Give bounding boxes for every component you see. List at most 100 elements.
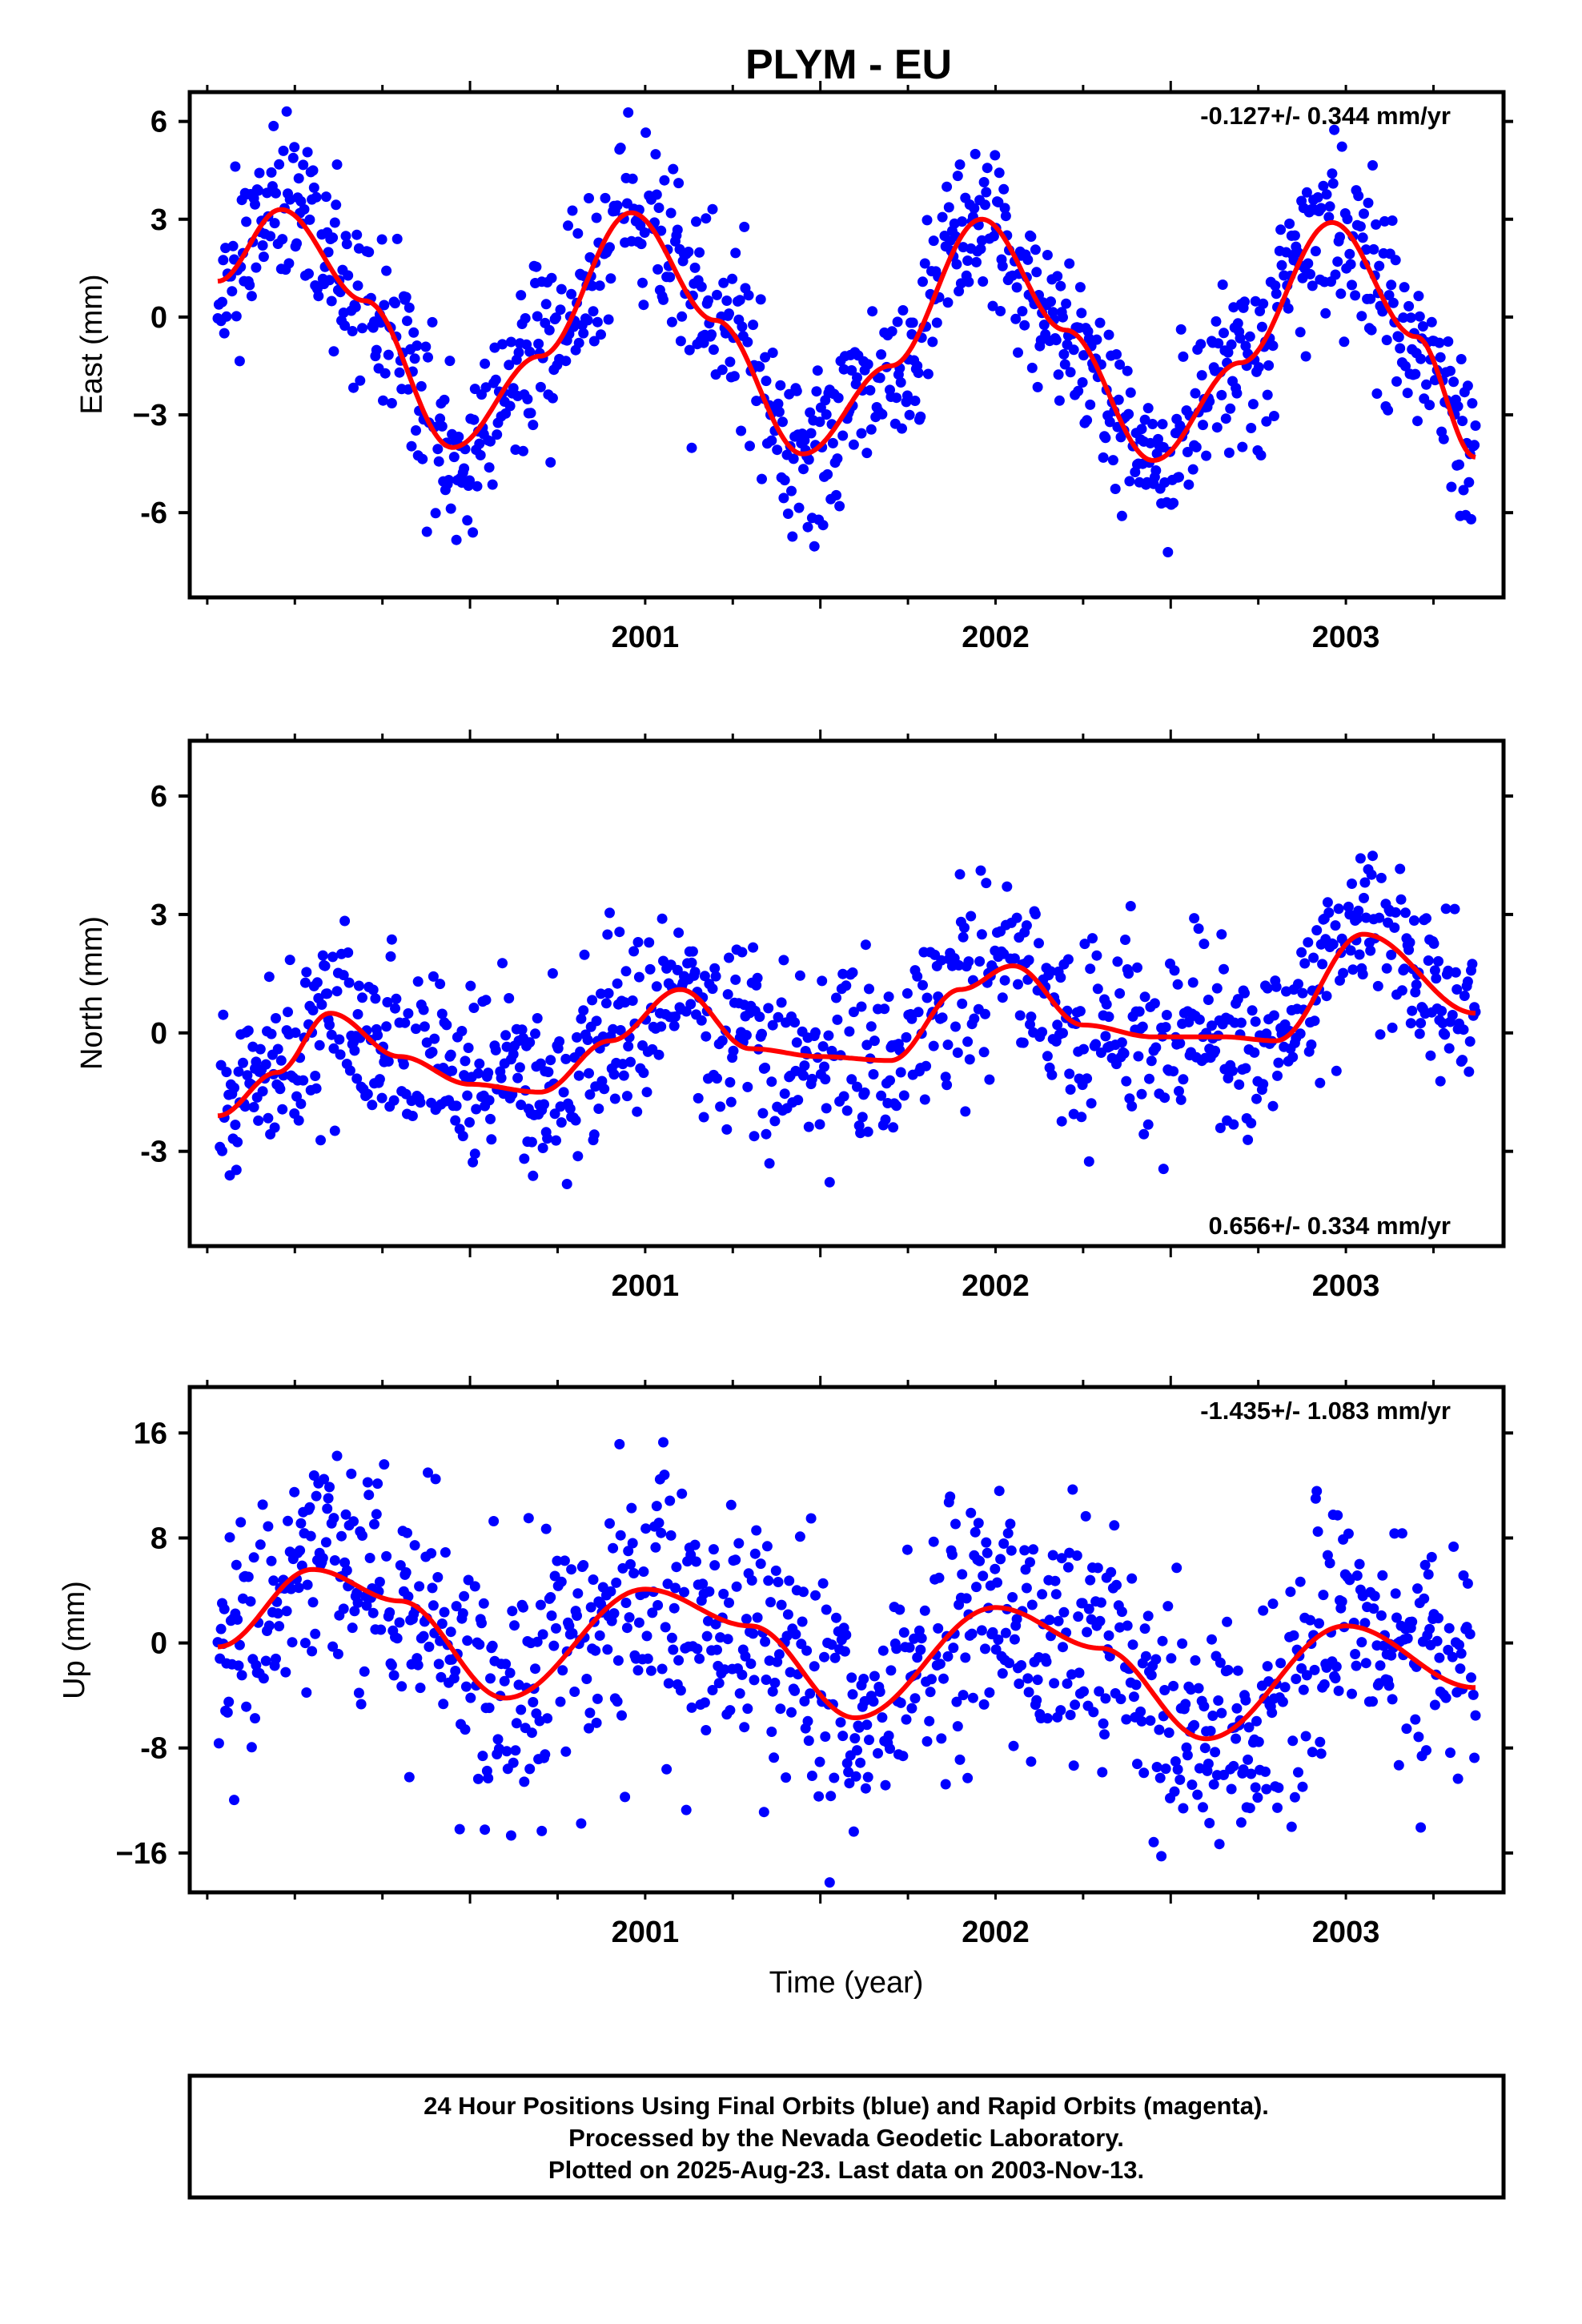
east-point [278, 145, 289, 156]
north-point [1137, 1021, 1148, 1032]
north-point [1351, 913, 1363, 924]
east-ytick-label: -6 [140, 497, 167, 530]
east-point [1030, 244, 1041, 255]
north-point [699, 971, 710, 982]
north-point [1174, 1086, 1184, 1096]
up-point [1413, 1731, 1424, 1743]
east-point [582, 315, 593, 326]
east-point [766, 435, 777, 446]
up-point [1025, 1557, 1035, 1568]
east-point [1345, 259, 1356, 270]
up-point [1073, 1611, 1084, 1622]
east-point [403, 384, 414, 395]
east-point [1122, 365, 1133, 376]
up-point [862, 1771, 873, 1783]
up-point [665, 1530, 677, 1541]
up-point [1078, 1686, 1089, 1697]
east-point [767, 348, 778, 358]
north-point [263, 971, 275, 983]
east-point [1356, 311, 1367, 322]
up-point [224, 1532, 235, 1543]
north-point [290, 1027, 301, 1038]
north-point [591, 1015, 602, 1027]
east-point [1031, 267, 1042, 278]
east-point [772, 444, 783, 456]
east-point [748, 320, 759, 331]
north-point [587, 995, 598, 1006]
east-point [1415, 353, 1427, 364]
north-point [860, 939, 871, 951]
up-point [569, 1687, 580, 1697]
east-point [274, 159, 285, 170]
up-point [951, 1696, 962, 1707]
north-point [980, 1008, 990, 1019]
north-point [327, 951, 339, 963]
up-point [608, 1542, 619, 1554]
up-point [1116, 1606, 1127, 1618]
east-point [1091, 334, 1102, 345]
east-point [1223, 447, 1235, 458]
north-point [578, 1005, 589, 1016]
north-point [954, 959, 965, 971]
up-point [271, 1653, 281, 1664]
east-point [1381, 335, 1392, 346]
north-point [564, 1104, 576, 1114]
north-point [1308, 952, 1319, 963]
north-point [243, 1025, 254, 1036]
east-point [352, 280, 363, 292]
north-point [685, 999, 697, 1010]
up-point [1322, 1550, 1333, 1561]
up-point [831, 1612, 841, 1623]
east-point [578, 328, 589, 339]
up-point [1347, 1688, 1357, 1699]
north-point [314, 1039, 325, 1051]
north-point [1030, 909, 1041, 919]
up-point [704, 1586, 715, 1597]
up-point [942, 1651, 954, 1662]
up-point [1293, 1767, 1303, 1778]
east-point [293, 173, 304, 184]
north-point [960, 1106, 971, 1117]
up-point [641, 1630, 652, 1642]
up-point [245, 1596, 256, 1607]
up-point [396, 1681, 408, 1692]
east-point [787, 531, 798, 542]
up-point [1315, 1748, 1327, 1759]
up-point [307, 1646, 318, 1657]
east-point [901, 390, 913, 401]
east-point [231, 311, 242, 322]
north-point [1400, 907, 1411, 919]
up-point [1333, 1685, 1344, 1696]
east-point [572, 228, 584, 239]
east-point [1168, 497, 1179, 509]
up-point [820, 1731, 831, 1742]
north-point [709, 963, 721, 974]
east-point [433, 456, 444, 467]
north-point [608, 1069, 620, 1080]
north-point [1149, 998, 1160, 1009]
up-point [749, 1675, 760, 1686]
up-point [332, 1648, 343, 1659]
up-point [1154, 1724, 1165, 1735]
east-point [659, 175, 670, 186]
north-point [272, 1043, 283, 1055]
east-point [1151, 448, 1162, 459]
up-point [231, 1559, 242, 1570]
north-point [670, 1011, 681, 1022]
up-point [346, 1468, 357, 1479]
up-point [1146, 1670, 1157, 1681]
up-point [936, 1733, 947, 1744]
east-point [1011, 282, 1022, 293]
up-point [1156, 1851, 1167, 1862]
up-point [915, 1644, 926, 1655]
north-point [1215, 1123, 1226, 1133]
up-point [492, 1734, 504, 1745]
up-point [1032, 1675, 1043, 1686]
north-point [283, 1007, 293, 1018]
north-point [1216, 929, 1227, 940]
up-point [961, 1593, 972, 1604]
east-point [942, 181, 953, 192]
up-point [987, 1626, 998, 1638]
north-point [1404, 937, 1415, 948]
north-point [1142, 1119, 1154, 1130]
